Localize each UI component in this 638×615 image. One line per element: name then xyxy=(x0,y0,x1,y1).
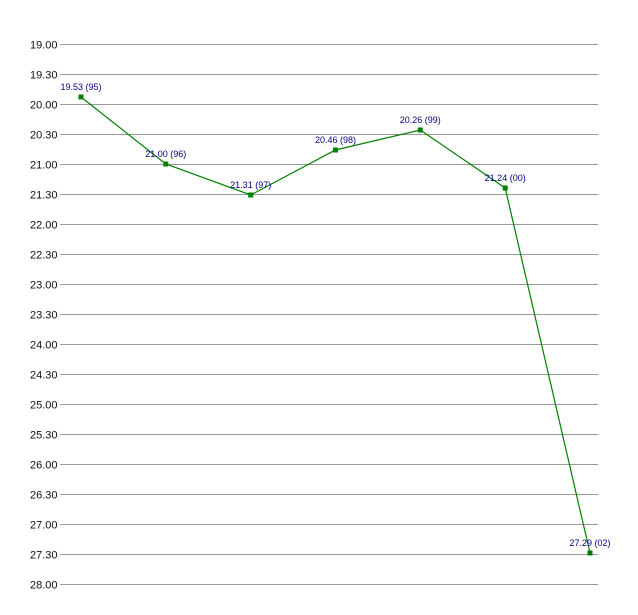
y-tick-label: 23.30 xyxy=(30,310,58,322)
y-tick-label: 28.00 xyxy=(30,580,58,592)
data-labels: 19.53 (95) 21.00 (96) 21.31 (97) 20.46 (98)… xyxy=(60,82,610,548)
y-tick-label: 25.00 xyxy=(30,400,58,412)
y-tick-label: 26.30 xyxy=(30,490,58,502)
y-tick-label: 22.00 xyxy=(30,220,58,232)
data-label: 21.31 (97) xyxy=(230,180,271,190)
y-tick-label: 24.00 xyxy=(30,340,58,352)
data-point-marker xyxy=(417,127,423,133)
data-point-marker xyxy=(587,550,593,556)
data-label: 27.29 (02) xyxy=(569,538,610,548)
y-axis-tick-labels: 19.00 19.30 20.00 20.30 21.00 21.30 22.00 22.30… xyxy=(30,40,58,592)
data-point-marker xyxy=(78,94,84,100)
data-point-marker xyxy=(163,161,169,167)
series xyxy=(78,94,593,556)
series-line xyxy=(80,96,591,554)
y-tick-label: 26.00 xyxy=(30,460,58,472)
data-point-marker xyxy=(333,147,338,153)
gridlines xyxy=(60,44,598,585)
data-point-marker xyxy=(502,185,508,191)
y-tick-label: 22.30 xyxy=(30,250,58,262)
data-label: 21.00 (96) xyxy=(145,149,186,159)
data-point-marker xyxy=(248,192,254,198)
y-tick-label: 19.30 xyxy=(30,70,58,82)
y-tick-label: 21.30 xyxy=(30,190,58,202)
data-label: 20.46 (98) xyxy=(315,135,356,145)
y-tick-label: 20.00 xyxy=(30,100,58,112)
data-label: 21.24 (00) xyxy=(485,173,526,183)
y-tick-label: 27.00 xyxy=(30,520,58,532)
data-label: 20.26 (99) xyxy=(400,115,441,125)
y-tick-label: 24.30 xyxy=(30,370,58,382)
y-tick-label: 20.30 xyxy=(30,130,58,142)
y-tick-label: 19.00 xyxy=(30,40,58,52)
y-tick-label: 27.30 xyxy=(30,550,58,562)
data-label: 19.53 (95) xyxy=(60,82,101,92)
y-tick-label: 23.00 xyxy=(30,280,58,292)
y-tick-label: 21.00 xyxy=(30,160,58,172)
y-tick-label: 25.30 xyxy=(30,430,58,442)
